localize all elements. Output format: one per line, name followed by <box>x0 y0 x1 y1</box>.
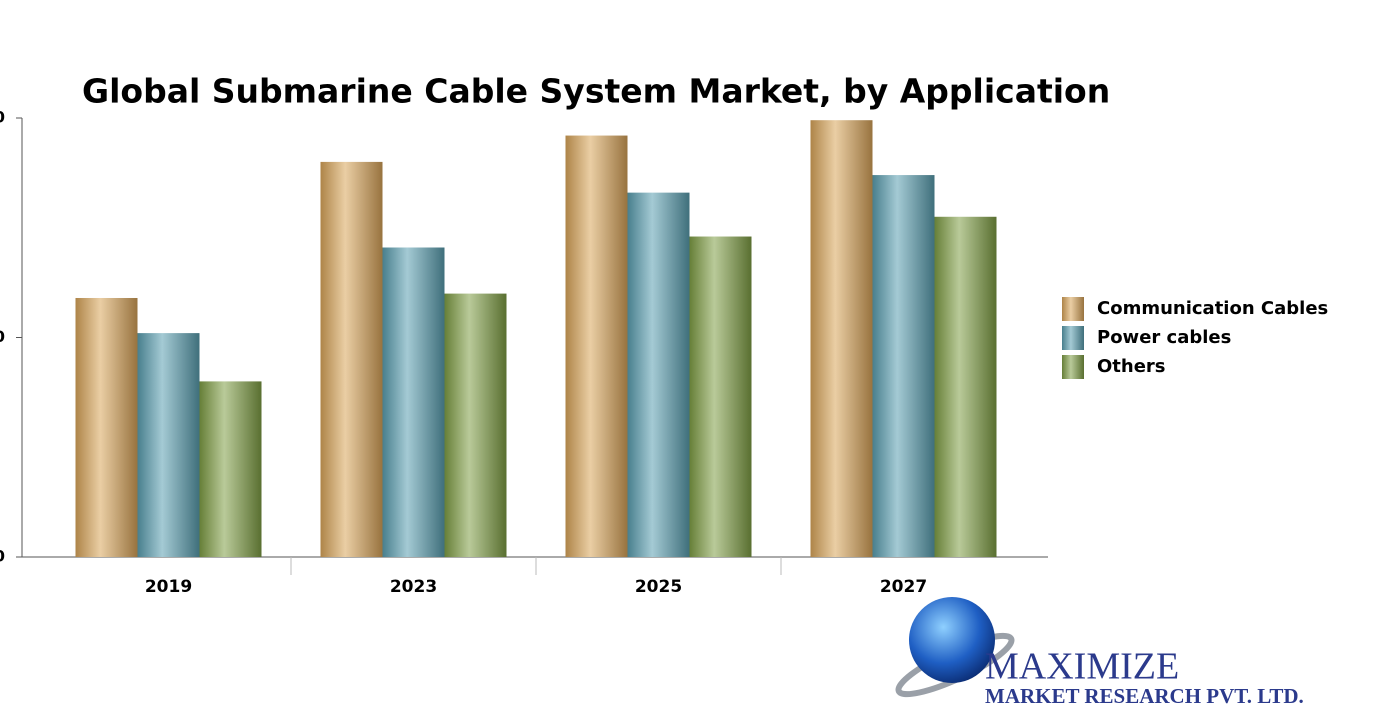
bar <box>444 293 507 557</box>
bar <box>137 333 200 557</box>
x-tick-label: 2023 <box>390 577 437 597</box>
x-tick-label: 2025 <box>635 577 682 597</box>
legend-swatch <box>1062 355 1084 379</box>
bar <box>565 135 628 557</box>
bar <box>627 192 690 557</box>
legend-label: Communication Cables <box>1097 298 1328 319</box>
bar <box>872 175 935 557</box>
bar <box>382 247 445 557</box>
logo-subtitle: MARKET RESEARCH PVT. LTD. <box>985 684 1304 708</box>
x-tick-label: 2019 <box>145 577 192 597</box>
logo: MAXIMIZE MARKET RESEARCH PVT. LTD. <box>895 597 1304 708</box>
bar <box>199 381 262 557</box>
bar <box>320 161 383 557</box>
chart-title: Global Submarine Cable System Market, by… <box>82 72 1110 111</box>
legend-label: Others <box>1097 356 1166 377</box>
legend-label: Power cables <box>1097 327 1231 348</box>
legend-swatch <box>1062 297 1084 321</box>
y-tick-label: 20 <box>0 108 5 127</box>
bar <box>75 297 138 557</box>
y-tick-label: 10 <box>0 327 5 346</box>
logo-name: MAXIMIZE <box>985 646 1179 688</box>
bar <box>810 120 873 557</box>
bar <box>689 236 752 557</box>
legend-swatch <box>1062 326 1084 350</box>
bar <box>934 216 997 557</box>
logo-globe <box>909 597 995 683</box>
x-tick-label: 2027 <box>880 577 927 597</box>
y-tick-label: 0 <box>0 547 5 566</box>
